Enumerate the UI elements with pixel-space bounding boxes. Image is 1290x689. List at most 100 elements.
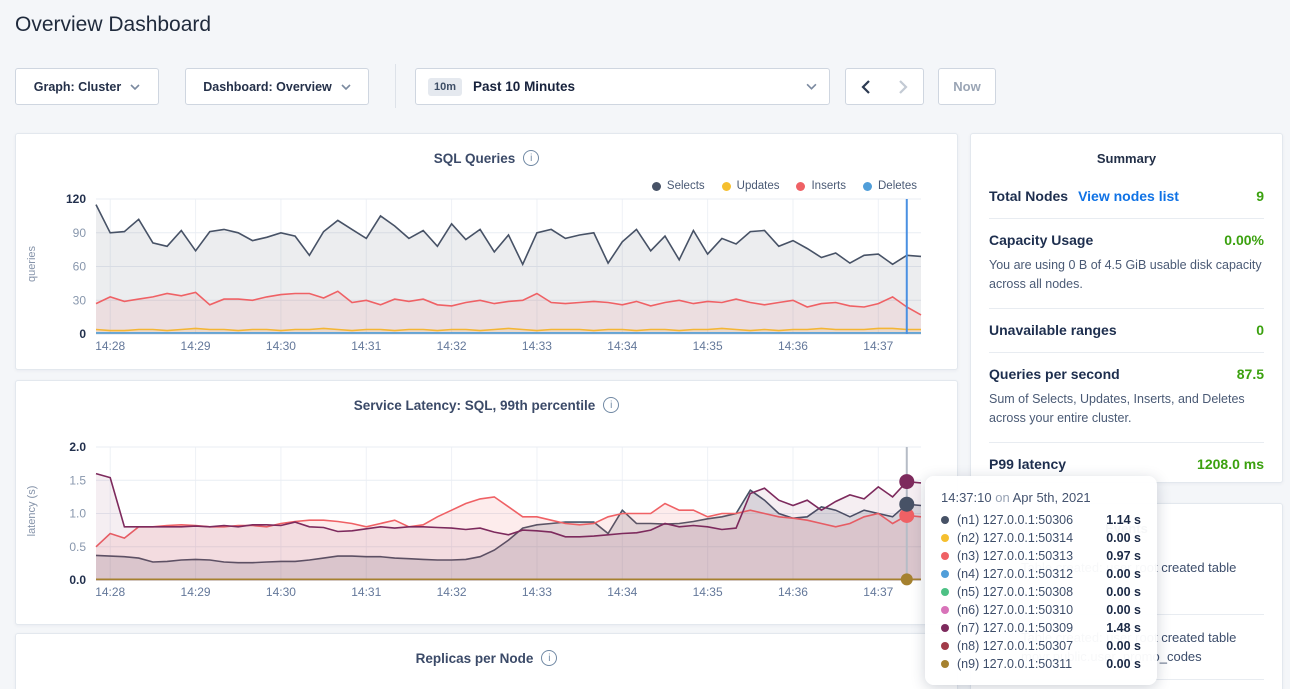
node-color-dot-icon bbox=[941, 570, 949, 578]
svg-text:120: 120 bbox=[66, 192, 86, 206]
legend-item-deletes[interactable]: Deletes bbox=[863, 180, 917, 192]
chevron-down-icon bbox=[806, 83, 817, 90]
time-next-button[interactable] bbox=[884, 68, 924, 105]
tooltip-node-row: (n4) 127.0.0.1:50312 0.00 s bbox=[941, 565, 1141, 583]
chart-hover-tooltip: 14:37:10 on Apr 5th, 2021 (n1) 127.0.0.1… bbox=[925, 476, 1157, 685]
svg-text:90: 90 bbox=[73, 226, 87, 240]
tooltip-node-address: (n6) 127.0.0.1:50310 bbox=[957, 603, 1074, 617]
node-color-dot-icon bbox=[941, 516, 949, 524]
chevron-right-icon bbox=[899, 79, 908, 94]
tooltip-node-value: 0.00 s bbox=[1106, 567, 1141, 581]
tooltip-node-value: 0.00 s bbox=[1106, 639, 1141, 653]
service-latency-chart[interactable]: 14:28 14:29 14:30 14:31 14:32 14:33 14:34 14:35… bbox=[28, 436, 948, 608]
legend-item-updates[interactable]: Updates bbox=[721, 180, 779, 192]
unavailable-ranges-value: 0 bbox=[1256, 322, 1264, 338]
tooltip-node-row: (n8) 127.0.0.1:50307 0.00 s bbox=[941, 637, 1141, 655]
svg-text:1.0: 1.0 bbox=[69, 507, 86, 521]
tooltip-node-address: (n4) 127.0.0.1:50312 bbox=[957, 567, 1074, 581]
svg-text:14:33: 14:33 bbox=[522, 585, 552, 599]
chevron-left-icon bbox=[860, 79, 870, 94]
total-nodes-value: 9 bbox=[1256, 188, 1264, 204]
info-icon[interactable]: i bbox=[603, 397, 620, 413]
total-nodes-label: Total Nodes bbox=[989, 188, 1069, 204]
p99-latency-value: 1208.0 ms bbox=[1197, 456, 1264, 472]
svg-text:14:34: 14:34 bbox=[607, 585, 637, 599]
sql-queries-title-row: SQL Queries i bbox=[16, 150, 957, 166]
chevron-down-icon bbox=[130, 83, 140, 90]
legend-label: Deletes bbox=[878, 180, 917, 192]
legend-item-inserts[interactable]: Inserts bbox=[796, 180, 846, 192]
capacity-usage-label: Capacity Usage bbox=[989, 232, 1094, 248]
svg-text:14:28: 14:28 bbox=[95, 339, 125, 353]
sql-queries-chart[interactable]: 14:28 14:29 14:30 14:31 14:32 14:33 14:34 14:35… bbox=[28, 189, 948, 359]
service-latency-panel: Service Latency: SQL, 99th percentile i … bbox=[15, 380, 958, 625]
svg-text:0: 0 bbox=[79, 327, 86, 341]
tooltip-node-address: (n9) 127.0.0.1:50311 bbox=[957, 657, 1073, 671]
time-prev-button[interactable] bbox=[845, 68, 885, 105]
time-range-selector[interactable]: 10m Past 10 Minutes bbox=[415, 68, 830, 105]
tooltip-node-value: 0.00 s bbox=[1106, 603, 1141, 617]
svg-text:14:37: 14:37 bbox=[863, 339, 893, 353]
controls-divider bbox=[395, 64, 396, 108]
tooltip-node-address: (n2) 127.0.0.1:50314 bbox=[957, 531, 1074, 545]
qps-label: Queries per second bbox=[989, 366, 1120, 382]
svg-text:14:29: 14:29 bbox=[181, 585, 211, 599]
legend-dot-icon bbox=[721, 181, 731, 191]
tooltip-node-value: 0.97 s bbox=[1106, 549, 1141, 563]
node-color-dot-icon bbox=[941, 660, 949, 668]
view-nodes-list-link[interactable]: View nodes list bbox=[1078, 188, 1179, 204]
info-icon[interactable]: i bbox=[523, 150, 540, 166]
replicas-per-node-panel: Replicas per Node i bbox=[15, 633, 958, 689]
svg-text:30: 30 bbox=[73, 293, 87, 307]
legend-item-selects[interactable]: Selects bbox=[651, 180, 705, 192]
service-latency-title: Service Latency: SQL, 99th percentile bbox=[353, 397, 596, 413]
svg-text:14:32: 14:32 bbox=[437, 339, 467, 353]
svg-text:14:28: 14:28 bbox=[95, 585, 125, 599]
svg-text:14:36: 14:36 bbox=[778, 585, 808, 599]
page-title: Overview Dashboard bbox=[15, 13, 212, 36]
svg-text:14:31: 14:31 bbox=[351, 585, 381, 599]
svg-text:14:37: 14:37 bbox=[863, 585, 893, 599]
time-range-badge: 10m bbox=[428, 77, 463, 96]
info-icon[interactable]: i bbox=[541, 650, 558, 666]
qps-description: Sum of Selects, Updates, Inserts, and De… bbox=[989, 392, 1245, 425]
tooltip-preposition: on bbox=[995, 490, 1010, 505]
dashboard-dropdown[interactable]: Dashboard: Overview bbox=[185, 68, 369, 105]
node-color-dot-icon bbox=[941, 588, 949, 596]
svg-text:14:32: 14:32 bbox=[437, 585, 467, 599]
tooltip-node-value: 0.00 s bbox=[1106, 585, 1141, 599]
replicas-title: Replicas per Node bbox=[415, 650, 534, 666]
svg-text:0.5: 0.5 bbox=[69, 540, 86, 554]
unavailable-ranges-label: Unavailable ranges bbox=[989, 322, 1117, 338]
sql-queries-legend: Selects Updates Inserts Deletes bbox=[651, 180, 917, 192]
svg-text:14:35: 14:35 bbox=[693, 585, 723, 599]
capacity-usage-description: You are using 0 B of 4.5 GiB usable disk… bbox=[989, 258, 1262, 291]
sql-queries-title: SQL Queries bbox=[433, 150, 516, 166]
p99-latency-label: P99 latency bbox=[989, 456, 1067, 472]
summary-header: Summary bbox=[1096, 151, 1157, 166]
tooltip-time: 14:37:10 bbox=[941, 490, 992, 505]
summary-row-total-nodes: Total Nodes View nodes list 9 bbox=[989, 175, 1264, 218]
svg-text:14:36: 14:36 bbox=[778, 339, 808, 353]
svg-text:0.0: 0.0 bbox=[69, 573, 86, 587]
node-color-dot-icon bbox=[941, 606, 949, 614]
graph-dropdown[interactable]: Graph: Cluster bbox=[15, 68, 159, 105]
tooltip-node-row: (n1) 127.0.0.1:50306 1.14 s bbox=[941, 511, 1141, 529]
graph-dropdown-label: Graph: Cluster bbox=[33, 79, 122, 94]
tooltip-node-row: (n5) 127.0.0.1:50308 0.00 s bbox=[941, 583, 1141, 601]
tooltip-node-value: 1.14 s bbox=[1106, 513, 1141, 527]
legend-dot-icon bbox=[651, 181, 661, 191]
summary-row-unavailable-ranges: Unavailable ranges 0 bbox=[989, 308, 1264, 352]
svg-text:14:29: 14:29 bbox=[181, 339, 211, 353]
tooltip-node-value: 0.00 s bbox=[1106, 531, 1141, 545]
tooltip-node-address: (n3) 127.0.0.1:50313 bbox=[957, 549, 1074, 563]
node-color-dot-icon bbox=[941, 552, 949, 560]
tooltip-date: Apr 5th, 2021 bbox=[1012, 490, 1091, 505]
svg-text:14:31: 14:31 bbox=[351, 339, 381, 353]
node-color-dot-icon bbox=[941, 534, 949, 542]
node-color-dot-icon bbox=[941, 642, 949, 650]
now-button[interactable]: Now bbox=[938, 68, 996, 105]
svg-text:14:35: 14:35 bbox=[693, 339, 723, 353]
tooltip-node-row: (n3) 127.0.0.1:50313 0.97 s bbox=[941, 547, 1141, 565]
svg-text:14:34: 14:34 bbox=[607, 339, 637, 353]
